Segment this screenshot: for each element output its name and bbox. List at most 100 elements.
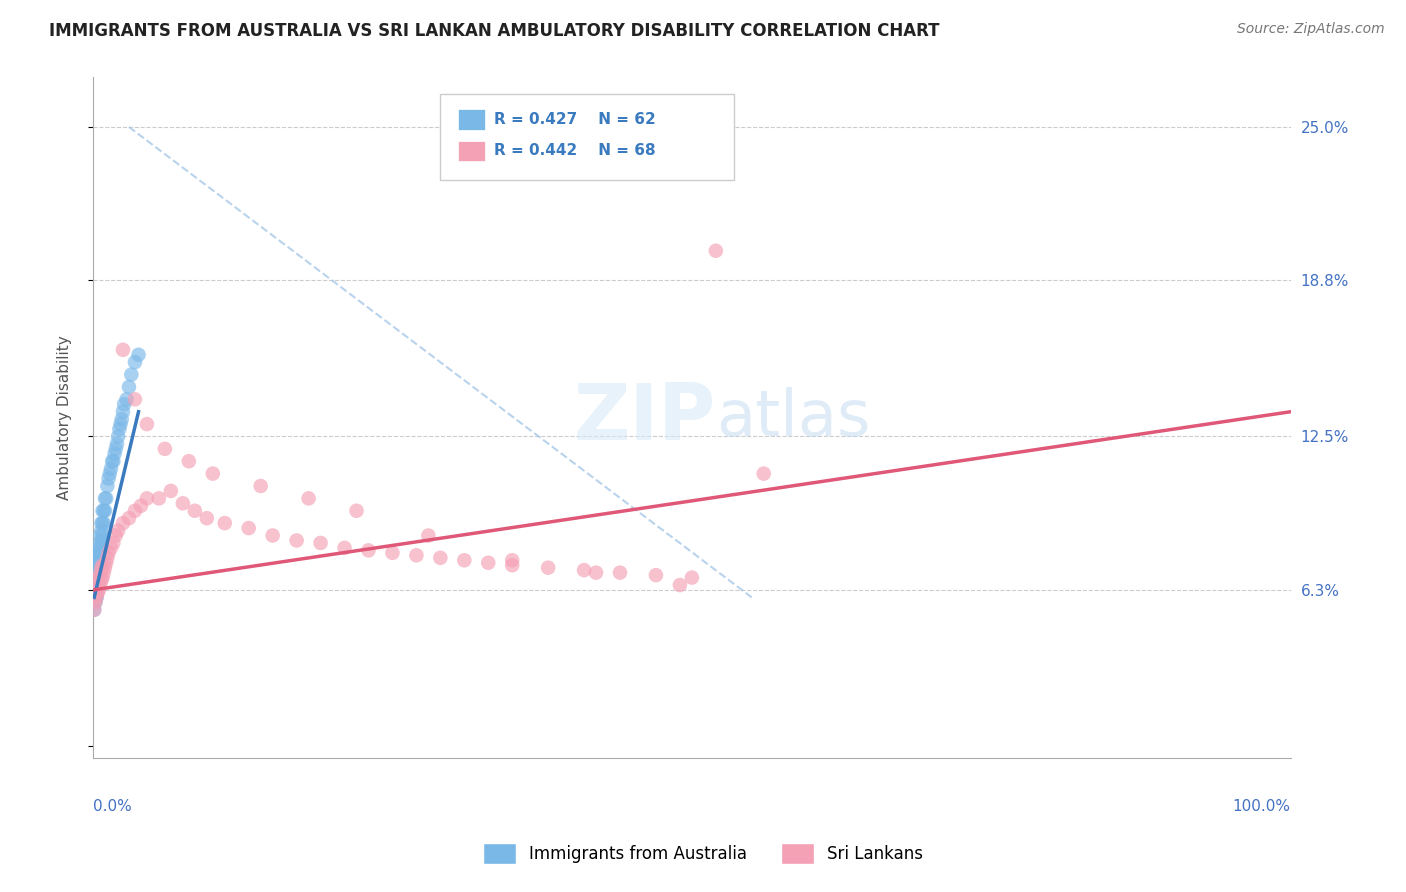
Point bbox=[124, 355, 146, 369]
Point bbox=[704, 244, 727, 258]
Point bbox=[83, 578, 105, 592]
Point bbox=[93, 504, 115, 518]
Point bbox=[87, 566, 110, 580]
Legend: Immigrants from Australia, Sri Lankans: Immigrants from Australia, Sri Lankans bbox=[477, 837, 929, 871]
Point bbox=[105, 437, 128, 451]
Point bbox=[84, 595, 107, 609]
Point bbox=[90, 541, 112, 555]
Point bbox=[112, 397, 135, 411]
Point bbox=[86, 585, 108, 599]
Point bbox=[87, 546, 110, 560]
Point bbox=[111, 343, 134, 357]
Point bbox=[752, 467, 775, 481]
Point bbox=[103, 447, 125, 461]
Point bbox=[135, 491, 157, 506]
Point bbox=[104, 442, 127, 456]
Point bbox=[86, 578, 108, 592]
Point bbox=[160, 483, 183, 498]
Point bbox=[118, 511, 141, 525]
Point bbox=[87, 571, 110, 585]
Point bbox=[83, 585, 105, 599]
Point bbox=[96, 479, 118, 493]
Point bbox=[681, 571, 703, 585]
Point bbox=[153, 442, 176, 456]
Point bbox=[90, 533, 112, 548]
Point bbox=[285, 533, 308, 548]
Point bbox=[124, 504, 146, 518]
Point bbox=[83, 591, 105, 605]
Point bbox=[501, 553, 523, 567]
Point bbox=[89, 536, 111, 550]
Point bbox=[97, 471, 120, 485]
Point bbox=[91, 528, 114, 542]
Point bbox=[645, 568, 668, 582]
Point bbox=[89, 546, 111, 560]
Point bbox=[84, 573, 107, 587]
Point bbox=[585, 566, 607, 580]
Point bbox=[108, 422, 131, 436]
Point bbox=[346, 504, 368, 518]
Point bbox=[86, 591, 108, 605]
Point bbox=[572, 563, 595, 577]
Point bbox=[120, 368, 142, 382]
Point bbox=[128, 348, 150, 362]
Point bbox=[96, 491, 118, 506]
Point bbox=[86, 566, 108, 580]
Point bbox=[453, 553, 475, 567]
Point bbox=[172, 496, 194, 510]
Point bbox=[214, 516, 236, 530]
Point bbox=[87, 571, 110, 585]
Point bbox=[103, 454, 125, 468]
Point bbox=[83, 591, 105, 605]
Point bbox=[501, 558, 523, 573]
Text: ZIP: ZIP bbox=[574, 380, 716, 456]
Point bbox=[97, 546, 120, 560]
Point bbox=[100, 461, 122, 475]
Point bbox=[84, 582, 107, 597]
Point bbox=[87, 573, 110, 587]
Point bbox=[104, 528, 127, 542]
Text: 0.0%: 0.0% bbox=[93, 799, 132, 814]
Point bbox=[91, 558, 114, 573]
Point bbox=[418, 528, 440, 542]
Point bbox=[86, 591, 108, 605]
Point bbox=[90, 560, 112, 574]
Point bbox=[93, 566, 115, 580]
Y-axis label: Ambulatory Disability: Ambulatory Disability bbox=[58, 335, 72, 500]
Point bbox=[98, 467, 121, 481]
FancyBboxPatch shape bbox=[440, 95, 734, 179]
Point bbox=[91, 516, 114, 530]
Point bbox=[84, 585, 107, 599]
Point bbox=[87, 566, 110, 580]
Point bbox=[111, 516, 134, 530]
Point bbox=[110, 417, 132, 431]
Text: R = 0.427    N = 62: R = 0.427 N = 62 bbox=[495, 112, 657, 128]
Point bbox=[381, 546, 404, 560]
Point bbox=[90, 516, 112, 530]
Point bbox=[89, 578, 111, 592]
Point bbox=[87, 553, 110, 567]
Point bbox=[96, 550, 118, 565]
Point bbox=[87, 558, 110, 573]
Point bbox=[90, 524, 112, 538]
Point bbox=[87, 585, 110, 599]
Point bbox=[107, 429, 129, 443]
Point bbox=[115, 392, 138, 407]
Point bbox=[103, 536, 125, 550]
Point bbox=[83, 603, 105, 617]
Point bbox=[101, 454, 124, 468]
Point bbox=[94, 491, 117, 506]
Point bbox=[184, 504, 207, 518]
Point bbox=[177, 454, 200, 468]
Point bbox=[107, 524, 129, 538]
Point bbox=[86, 560, 108, 574]
Point bbox=[262, 528, 284, 542]
Bar bbox=[458, 110, 485, 130]
Point bbox=[609, 566, 631, 580]
Point bbox=[90, 573, 112, 587]
Point bbox=[87, 546, 110, 560]
Point bbox=[405, 549, 427, 563]
Point bbox=[84, 591, 107, 605]
Point bbox=[357, 543, 380, 558]
Point bbox=[93, 516, 115, 530]
